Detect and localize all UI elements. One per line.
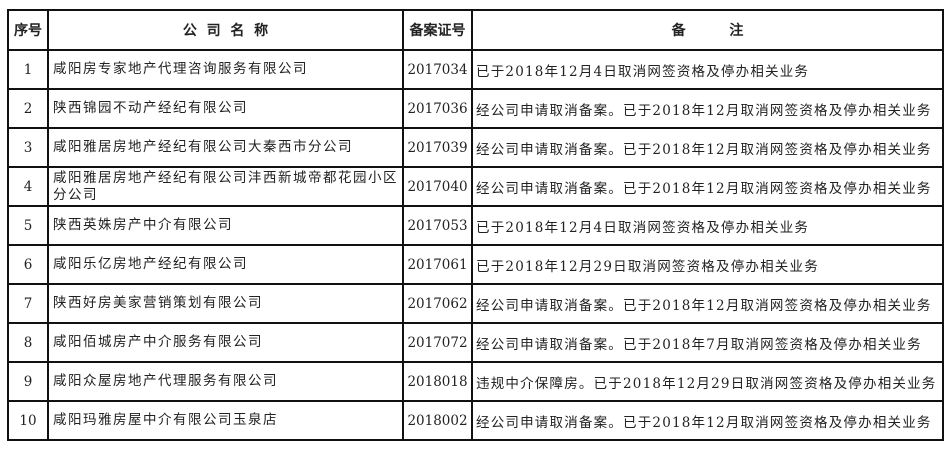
header-index: 序号 bbox=[7, 9, 49, 51]
row-index: 8 bbox=[7, 322, 49, 363]
table-row: 8 咸阳佰城房产中介服务有限公司 2017072 经公司申请取消备案。已于2018年7… bbox=[7, 322, 944, 363]
remark: 经公司申请取消备案。已于2018年12月取消网签资格及停办相关业务 bbox=[471, 88, 944, 129]
company-name: 陕西好房美家营销策划有限公司 bbox=[47, 283, 404, 324]
remark: 经公司申请取消备案。已于2018年12月取消网签资格及停办相关业务 bbox=[471, 127, 944, 168]
record-number: 2017072 bbox=[402, 322, 473, 363]
remark: 经公司申请取消备案。已于2018年12月取消网签资格及停办相关业务 bbox=[471, 400, 944, 441]
row-index: 9 bbox=[7, 361, 49, 402]
record-number: 2017053 bbox=[402, 205, 473, 246]
company-name: 咸阳佰城房产中介服务有限公司 bbox=[47, 322, 404, 363]
company-name: 陕西锦园不动产经纪有限公司 bbox=[47, 88, 404, 129]
row-index: 6 bbox=[7, 244, 49, 285]
record-number: 2017062 bbox=[402, 283, 473, 324]
table-row: 1 咸阳房专家地产代理咨询服务有限公司 2017034 已于2018年12月4日取消网… bbox=[7, 49, 944, 90]
company-name: 咸阳众屋房地产代理服务有限公司 bbox=[47, 361, 404, 402]
header-remark: 备 注 bbox=[471, 9, 944, 51]
record-number: 2017040 bbox=[402, 166, 473, 207]
row-index: 4 bbox=[7, 166, 49, 207]
table-row: 9 咸阳众屋房地产代理服务有限公司 2018018 违规中介保障房。已于2018年12… bbox=[7, 361, 944, 402]
company-name: 咸阳乐亿房地产经纪有限公司 bbox=[47, 244, 404, 285]
table-row: 4 咸阳雅居房地产经纪有限公司沣西新城帝都花园小区分公司 2017040 经公司申请取… bbox=[7, 166, 944, 207]
row-index: 7 bbox=[7, 283, 49, 324]
remark: 经公司申请取消备案。已于2018年12月取消网签资格及停办相关业务 bbox=[471, 283, 944, 324]
remark: 经公司申请取消备案。已于2018年7月取消网签资格及停办相关业务 bbox=[471, 322, 944, 363]
record-number: 2018018 bbox=[402, 361, 473, 402]
row-index: 10 bbox=[7, 400, 49, 441]
record-number: 2018002 bbox=[402, 400, 473, 441]
row-index: 3 bbox=[7, 127, 49, 168]
record-number: 2017036 bbox=[402, 88, 473, 129]
revoked-agencies-table: 序号 公 司 名 称 备案证号 备 注 1 咸阳房专家地产代理咨询服务有限公司 20… bbox=[7, 9, 944, 441]
table-row: 3 咸阳雅居房地产经纪有限公司大秦西市分公司 2017039 经公司申请取消备案。已于… bbox=[7, 127, 944, 168]
company-name: 咸阳雅居房地产经纪有限公司沣西新城帝都花园小区分公司 bbox=[47, 166, 404, 207]
remark: 已于2018年12月29日取消网签资格及停办相关业务 bbox=[471, 244, 944, 285]
remark: 违规中介保障房。已于2018年12月29日取消网签资格及停办相关业务 bbox=[471, 361, 944, 402]
remark: 经公司申请取消备案。已于2018年12月取消网签资格及停办相关业务 bbox=[471, 166, 944, 207]
header-company: 公 司 名 称 bbox=[47, 9, 404, 51]
table-row: 10 咸阳玛雅房屋中介有限公司玉泉店 2018002 经公司申请取消备案。已于2018… bbox=[7, 400, 944, 441]
row-index: 2 bbox=[7, 88, 49, 129]
row-index: 1 bbox=[7, 49, 49, 90]
company-name: 咸阳雅居房地产经纪有限公司大秦西市分公司 bbox=[47, 127, 404, 168]
header-row: 序号 公 司 名 称 备案证号 备 注 bbox=[7, 9, 944, 51]
company-name: 咸阳房专家地产代理咨询服务有限公司 bbox=[47, 49, 404, 90]
record-number: 2017039 bbox=[402, 127, 473, 168]
record-number: 2017061 bbox=[402, 244, 473, 285]
table-row: 6 咸阳乐亿房地产经纪有限公司 2017061 已于2018年12月29日取消网签资格… bbox=[7, 244, 944, 285]
table-row: 2 陕西锦园不动产经纪有限公司 2017036 经公司申请取消备案。已于2018年12… bbox=[7, 88, 944, 129]
header-record-no: 备案证号 bbox=[402, 9, 473, 51]
row-index: 5 bbox=[7, 205, 49, 246]
remark: 已于2018年12月4日取消网签资格及停办相关业务 bbox=[471, 49, 944, 90]
table-row: 5 陕西英姝房产中介有限公司 2017053 已于2018年12月4日取消网签资格及停… bbox=[7, 205, 944, 246]
table-row: 7 陕西好房美家营销策划有限公司 2017062 经公司申请取消备案。已于2018年1… bbox=[7, 283, 944, 324]
company-name: 陕西英姝房产中介有限公司 bbox=[47, 205, 404, 246]
company-name: 咸阳玛雅房屋中介有限公司玉泉店 bbox=[47, 400, 404, 441]
remark: 已于2018年12月4日取消网签资格及停办相关业务 bbox=[471, 205, 944, 246]
record-number: 2017034 bbox=[402, 49, 473, 90]
